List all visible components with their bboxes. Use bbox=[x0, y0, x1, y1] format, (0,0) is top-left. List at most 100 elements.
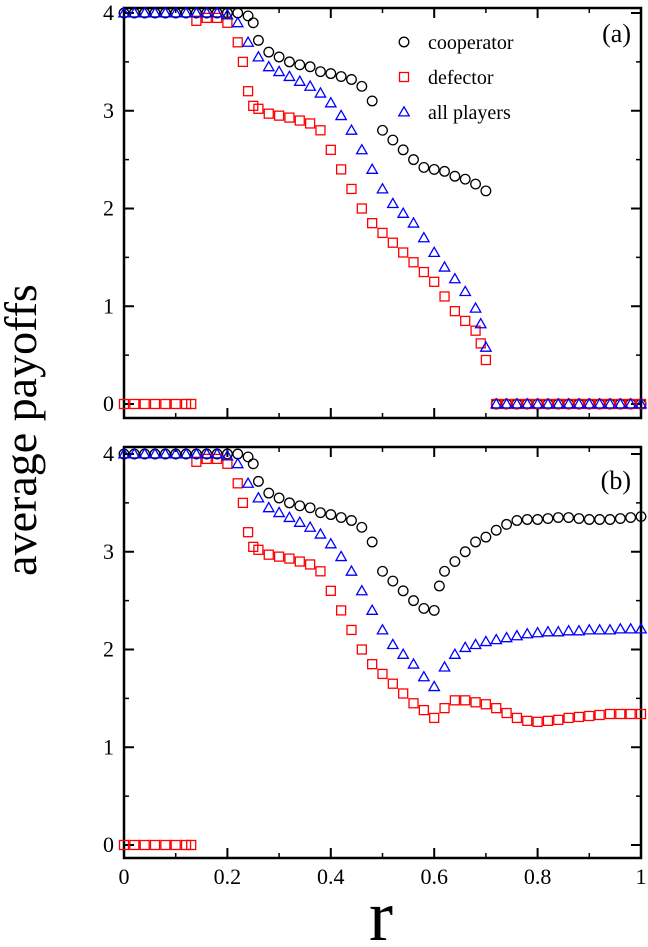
x-tick-label: 0.4 bbox=[317, 864, 345, 889]
data-point-circle bbox=[304, 61, 316, 73]
data-point-triangle bbox=[293, 515, 307, 527]
data-point-circle bbox=[428, 604, 440, 616]
series-all-players bbox=[117, 447, 648, 692]
data-point-circle bbox=[470, 536, 482, 548]
data-point-square bbox=[242, 86, 254, 97]
data-point-triangle bbox=[179, 447, 193, 459]
data-point-square bbox=[242, 527, 254, 538]
data-point-square bbox=[480, 354, 492, 366]
data-point-square bbox=[335, 605, 347, 616]
data-point-square bbox=[501, 707, 512, 719]
data-point-square bbox=[232, 478, 243, 489]
data-point-square bbox=[542, 715, 554, 727]
data-point-square bbox=[170, 398, 181, 410]
data-point-circle bbox=[552, 512, 564, 523]
data-point-triangle bbox=[303, 520, 317, 532]
data-point-circle bbox=[247, 17, 259, 29]
legend-label: defector bbox=[428, 67, 494, 89]
data-point-square bbox=[604, 708, 616, 720]
data-point-square bbox=[232, 37, 243, 48]
data-point-triangle bbox=[314, 86, 327, 98]
data-point-triangle bbox=[190, 6, 203, 18]
data-point-circle bbox=[356, 521, 368, 533]
y-tick-label: 4 bbox=[103, 441, 114, 466]
data-point-triangle bbox=[562, 624, 575, 636]
data-point-triangle bbox=[469, 301, 482, 313]
data-point-triangle bbox=[531, 626, 544, 638]
data-point-square bbox=[201, 453, 212, 465]
data-point-triangle bbox=[520, 627, 534, 639]
y-tick-label: 4 bbox=[103, 0, 114, 25]
y-tick-label: 1 bbox=[103, 734, 114, 759]
data-point-circle bbox=[604, 514, 616, 525]
data-point-circle bbox=[573, 513, 585, 524]
data-point-square bbox=[377, 668, 388, 680]
series-all-players bbox=[117, 6, 493, 352]
data-point-square bbox=[325, 144, 336, 156]
series-defector bbox=[118, 453, 647, 851]
y-tick-label: 3 bbox=[103, 98, 114, 123]
data-point-circle bbox=[625, 512, 637, 523]
data-point-triangle bbox=[396, 206, 410, 218]
data-point-triangle bbox=[479, 340, 493, 352]
data-point-square bbox=[263, 549, 274, 560]
data-point-square bbox=[139, 398, 150, 410]
data-point-triangle bbox=[272, 65, 286, 77]
data-point-square bbox=[511, 712, 523, 724]
data-point-triangle bbox=[262, 501, 276, 513]
data-point-triangle bbox=[510, 629, 524, 641]
data-point-square bbox=[139, 839, 150, 851]
data-point-circle bbox=[252, 34, 264, 46]
data-point-circle bbox=[283, 497, 295, 509]
panel-label: (b) bbox=[601, 466, 631, 495]
data-point-square bbox=[449, 305, 461, 317]
data-point-triangle bbox=[272, 506, 286, 518]
data-point-circle bbox=[315, 66, 326, 78]
data-point-circle bbox=[377, 124, 388, 136]
data-point-all-players bbox=[582, 397, 596, 409]
data-point-square bbox=[211, 12, 223, 24]
data-point-all-players bbox=[551, 397, 565, 409]
data-point-triangle bbox=[324, 537, 338, 549]
data-point-triangle bbox=[283, 70, 296, 82]
data-point-circle bbox=[501, 518, 513, 530]
data-point-circle bbox=[335, 512, 347, 523]
data-point-triangle bbox=[262, 60, 276, 72]
data-point-triangle bbox=[448, 647, 462, 659]
data-point-square bbox=[248, 541, 259, 553]
data-point-triangle bbox=[634, 622, 648, 634]
data-point-square bbox=[439, 703, 450, 714]
data-point-triangle bbox=[376, 623, 389, 635]
x-tick-label: 0.6 bbox=[420, 864, 448, 889]
data-point-square bbox=[408, 257, 419, 268]
data-point-triangle bbox=[541, 625, 555, 637]
data-point-triangle bbox=[417, 670, 431, 682]
data-point-triangle bbox=[438, 660, 451, 672]
legend-marker-triangle bbox=[397, 105, 411, 117]
legend-label: cooperator bbox=[428, 32, 514, 54]
data-point-all-players bbox=[624, 397, 637, 409]
data-point-triangle bbox=[169, 447, 183, 459]
data-point-triangle bbox=[613, 622, 627, 634]
data-point-square bbox=[149, 398, 161, 410]
data-point-circle bbox=[490, 524, 502, 536]
data-point-all-players bbox=[520, 397, 534, 409]
data-point-square bbox=[418, 266, 430, 278]
data-point-square bbox=[273, 551, 285, 562]
data-point-triangle bbox=[138, 6, 152, 18]
data-point-square bbox=[398, 247, 409, 258]
data-point-triangle bbox=[500, 631, 513, 643]
data-point-circle bbox=[346, 74, 357, 85]
data-point-circle bbox=[387, 575, 399, 587]
data-point-square bbox=[594, 709, 605, 721]
data-point-circle bbox=[439, 165, 450, 177]
y-axis-label: average payoffs bbox=[0, 284, 46, 576]
data-point-square bbox=[315, 125, 326, 136]
data-point-triangle bbox=[386, 197, 400, 209]
y-tick-label: 2 bbox=[103, 196, 114, 221]
data-point-square bbox=[222, 458, 233, 469]
data-point-all-players bbox=[572, 397, 586, 409]
data-point-all-players bbox=[603, 397, 617, 409]
series-cooperator bbox=[118, 448, 647, 616]
